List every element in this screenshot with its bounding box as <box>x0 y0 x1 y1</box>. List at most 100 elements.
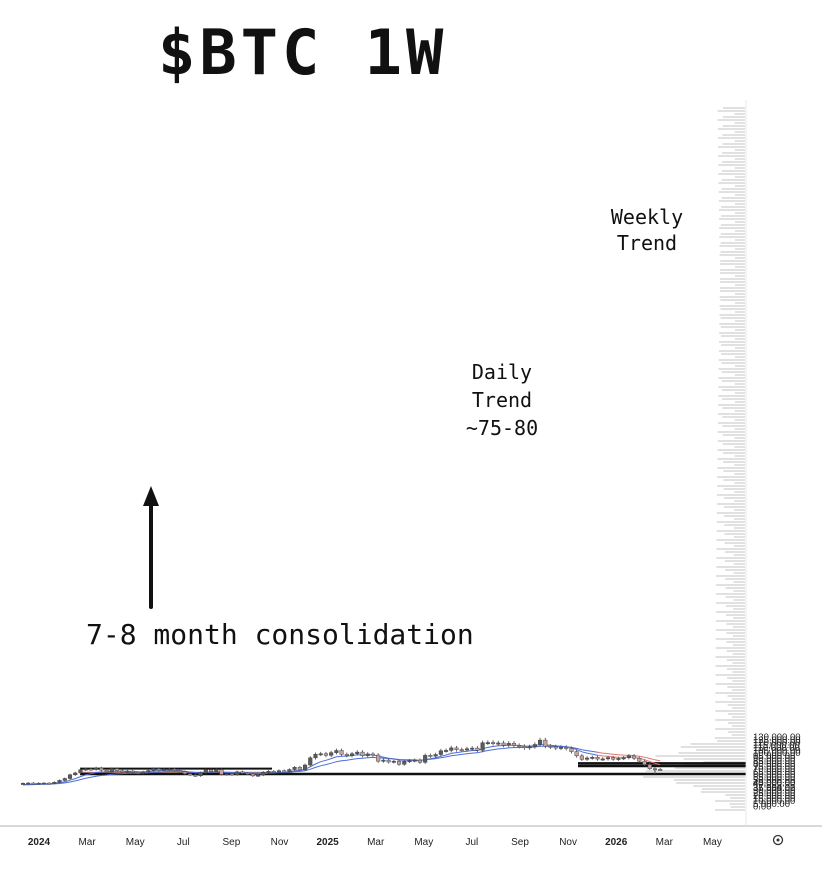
candle <box>496 742 501 745</box>
candles <box>20 737 663 785</box>
y-tick-label: 35,000.00 <box>753 783 795 794</box>
volume-profile <box>615 107 745 811</box>
candle <box>120 770 125 773</box>
candle <box>344 754 349 756</box>
candle <box>292 767 297 770</box>
candle <box>407 760 412 763</box>
candle <box>397 760 402 765</box>
candle <box>428 755 433 757</box>
candle <box>611 757 616 760</box>
candle <box>339 750 344 755</box>
candle <box>517 745 522 747</box>
candle <box>642 760 647 765</box>
y-tick-label: 15,000.00 <box>753 793 795 804</box>
candle <box>109 768 114 773</box>
candle <box>188 773 193 776</box>
candle <box>569 748 574 752</box>
y-tick-label: 105,000.00 <box>753 745 801 756</box>
candle <box>355 751 360 754</box>
ema-slow-line <box>22 745 598 786</box>
candle <box>658 769 663 771</box>
candle <box>532 744 537 747</box>
candle <box>412 759 417 762</box>
candle <box>214 769 219 772</box>
candle <box>454 747 459 750</box>
candle <box>444 750 449 752</box>
y-tick-label: 20,000.00 <box>753 791 795 802</box>
y-tick-label: 0.00 <box>753 802 772 813</box>
candle <box>276 770 281 773</box>
y-tick-label: 50,000.00 <box>753 775 795 786</box>
candle <box>485 742 490 744</box>
x-tick-label: Nov <box>271 837 289 848</box>
price-axis[interactable]: 0.005,000.0010,000.0015,000.0020,000.002… <box>753 732 801 812</box>
candle <box>386 759 391 763</box>
y-tick-label: 10,000.00 <box>753 796 795 807</box>
weekly-trend-line2: Trend <box>616 231 678 255</box>
candle <box>83 768 88 771</box>
candle <box>208 769 214 772</box>
candle <box>329 752 334 756</box>
x-tick-label: 2024 <box>28 837 51 848</box>
candle <box>282 770 287 773</box>
x-tick-label: Jul <box>177 837 190 848</box>
candle <box>47 782 52 785</box>
candle <box>62 778 67 781</box>
settings-icon[interactable] <box>772 834 784 846</box>
candle <box>349 753 355 756</box>
candle <box>287 769 292 773</box>
x-tick-label: Mar <box>367 837 385 848</box>
candle <box>271 771 276 773</box>
chart-title: $BTC 1W <box>158 16 448 89</box>
weekly-trend-annotation: Weekly Trend <box>604 204 690 256</box>
candle <box>99 767 104 771</box>
candle <box>235 771 240 775</box>
y-tick-label: 60,000.00 <box>753 769 795 780</box>
candle <box>538 739 543 745</box>
candle <box>57 780 62 783</box>
candle <box>360 751 365 756</box>
y-tick-label: 95,000.00 <box>753 751 795 762</box>
y-tick-label: 55,000.00 <box>753 772 795 783</box>
candle <box>402 761 407 765</box>
candle <box>491 742 496 744</box>
candle <box>245 772 250 775</box>
weekly-trend-line1: Weekly <box>610 205 684 229</box>
x-tick-label: Sep <box>511 837 529 848</box>
candle <box>522 746 527 749</box>
candle <box>198 772 203 777</box>
candle <box>67 774 73 779</box>
candle <box>438 750 443 755</box>
y-tick-label: 25,000.00 <box>753 788 795 799</box>
x-tick-label: 2025 <box>316 837 339 848</box>
candle <box>365 753 370 756</box>
candle <box>172 768 177 771</box>
candle <box>240 771 245 774</box>
candle <box>146 770 151 773</box>
candle <box>585 757 590 760</box>
candle <box>151 768 156 771</box>
candle <box>423 755 428 763</box>
candle <box>125 770 130 773</box>
candle <box>595 757 600 760</box>
candle <box>73 772 78 776</box>
candle <box>433 754 438 757</box>
candle <box>182 771 187 774</box>
y-tick-label: 30,000.00 <box>753 785 795 796</box>
candle <box>26 782 31 785</box>
candle <box>31 782 36 785</box>
candle <box>564 747 569 749</box>
x-tick-label: May <box>414 837 433 848</box>
candle <box>501 742 506 746</box>
y-tick-label: 130,000.00 <box>753 732 801 743</box>
candle <box>579 755 584 760</box>
y-tick-label: 125,000.00 <box>753 735 801 746</box>
candle <box>511 743 517 746</box>
candle <box>553 746 558 749</box>
candle <box>381 759 386 762</box>
candle <box>104 770 109 773</box>
time-axis[interactable]: 2024 Mar May Jul Sep Nov 2025 Mar May Jul Sep Nov 20… <box>0 100 822 848</box>
candle <box>88 768 93 771</box>
daily-trend-line1: Daily Trend <box>471 360 533 412</box>
